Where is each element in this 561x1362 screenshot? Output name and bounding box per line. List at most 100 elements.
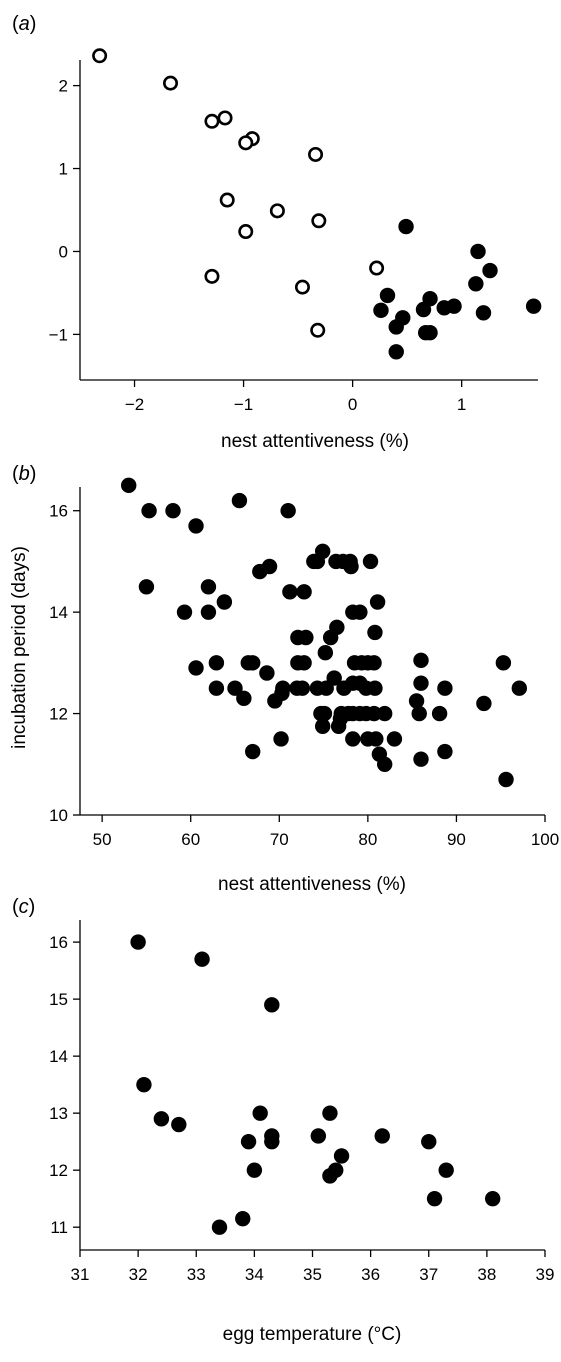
- x-tick-label-b: 90: [447, 830, 466, 849]
- x-tick-label-b: 80: [358, 830, 377, 849]
- filled-data-point: [211, 1219, 228, 1235]
- filled-data-point: [421, 1133, 437, 1150]
- filled-data-point: [343, 558, 359, 575]
- filled-data-point: [388, 344, 404, 360]
- filled-data-point: [314, 543, 331, 559]
- panel-label-b: (b): [12, 463, 36, 485]
- filled-data-point: [245, 743, 261, 760]
- filled-data-point: [376, 705, 393, 722]
- filled-data-point: [235, 1210, 251, 1227]
- filled-data-point: [236, 690, 252, 707]
- y-tick-label-c: 11: [50, 1218, 68, 1237]
- filled-data-point: [446, 298, 462, 314]
- filled-data-point: [368, 731, 384, 747]
- open-data-point: [217, 110, 233, 126]
- filled-data-point: [525, 298, 542, 314]
- filled-data-point: [438, 1162, 454, 1178]
- y-tick-label-a: 2: [59, 77, 68, 96]
- filled-data-point: [130, 934, 146, 950]
- filled-data-point: [484, 1190, 501, 1207]
- x-axis-title-a: nest attentiveness (%): [221, 431, 409, 452]
- filled-data-point: [408, 693, 425, 709]
- filled-data-point: [138, 579, 155, 595]
- y-tick-label-b: 16: [49, 502, 68, 521]
- x-tick-label-b: 100: [531, 830, 559, 849]
- x-tick-label-b: 70: [270, 830, 289, 849]
- open-data-point: [219, 192, 235, 208]
- filled-data-point: [362, 553, 379, 570]
- x-axis-title-c: egg temperature (°C): [223, 1324, 402, 1345]
- open-data-point: [369, 260, 385, 276]
- filled-data-point: [208, 680, 225, 696]
- filled-data-point: [165, 503, 181, 519]
- filled-data-point: [171, 1116, 187, 1133]
- x-tick-label-b: 60: [181, 830, 200, 849]
- y-axis-title-b: incubation period (days): [9, 546, 30, 749]
- filled-data-point: [374, 1128, 390, 1144]
- open-data-point: [204, 268, 220, 284]
- filled-data-point: [413, 751, 429, 767]
- filled-data-point: [194, 951, 210, 967]
- open-data-point: [163, 75, 179, 91]
- open-data-point: [294, 279, 310, 295]
- x-tick-label-c: 39: [536, 1265, 555, 1284]
- filled-data-point: [398, 218, 414, 235]
- x-tick-label-a: 1: [457, 395, 466, 414]
- filled-data-point: [437, 680, 453, 696]
- panel-label-a: (a): [12, 13, 36, 35]
- filled-data-point: [376, 756, 393, 772]
- filled-data-point: [426, 1190, 443, 1207]
- filled-data-point: [188, 660, 204, 676]
- filled-data-point: [322, 629, 339, 646]
- x-tick-label-a: 0: [348, 395, 357, 414]
- panel-b: (b) 50 60 70 80 90 100 10 12 14 16 nest attentivene…: [9, 463, 559, 895]
- y-tick-label-b: 12: [49, 705, 68, 724]
- filled-data-point: [273, 731, 289, 747]
- panel-label-c: (c): [12, 896, 35, 918]
- filled-data-point: [317, 645, 334, 661]
- filled-data-point: [296, 584, 312, 600]
- y-tick-label-c: 12: [49, 1161, 68, 1180]
- filled-data-point: [352, 604, 368, 620]
- y-tick-label-a: −1: [49, 325, 68, 344]
- open-data-point: [92, 48, 108, 64]
- y-tick-label-c: 15: [49, 990, 68, 1009]
- filled-data-point: [176, 604, 193, 620]
- filled-data-point: [326, 670, 342, 686]
- filled-data-point: [216, 594, 233, 610]
- filled-data-point: [296, 655, 312, 671]
- filled-data-point: [280, 503, 296, 519]
- x-tick-label-b: 50: [93, 830, 112, 849]
- open-data-point: [204, 113, 220, 129]
- filled-data-point: [413, 652, 429, 669]
- x-tick-label-c: 35: [303, 1265, 322, 1284]
- x-tick-label-c: 33: [187, 1265, 206, 1284]
- y-tick-label-a: 1: [59, 160, 68, 179]
- filled-data-point: [422, 325, 438, 341]
- filled-data-point: [367, 680, 383, 696]
- filled-data-point: [386, 731, 403, 747]
- filled-data-point: [246, 1162, 263, 1178]
- x-tick-label-a: −2: [125, 395, 144, 414]
- filled-data-point: [511, 680, 528, 696]
- x-tick-label-a: −1: [234, 395, 253, 414]
- filled-data-point: [373, 302, 389, 319]
- filled-data-point: [252, 1105, 268, 1121]
- filled-data-point: [227, 680, 243, 696]
- filled-data-point: [468, 276, 484, 292]
- filled-data-point: [261, 558, 278, 575]
- filled-data-point: [121, 477, 137, 494]
- filled-data-point: [200, 579, 217, 595]
- y-tick-label-c: 16: [49, 933, 68, 952]
- x-tick-label-c: 31: [71, 1265, 90, 1284]
- x-tick-label-c: 37: [419, 1265, 438, 1284]
- filled-data-point: [437, 743, 453, 760]
- filled-data-point: [330, 718, 347, 734]
- filled-data-point: [231, 492, 248, 509]
- panel-a: (a) −2 −1 0 1 −1 0 1 2 nest attentiveness (%): [12, 13, 542, 452]
- y-tick-label-c: 14: [49, 1047, 68, 1066]
- x-tick-label-c: 34: [245, 1265, 264, 1284]
- filled-data-point: [415, 301, 432, 318]
- filled-data-point: [141, 503, 157, 519]
